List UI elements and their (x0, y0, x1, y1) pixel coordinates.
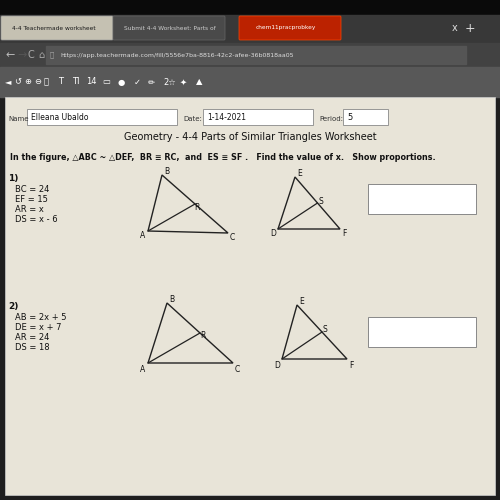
FancyBboxPatch shape (1, 16, 113, 40)
Text: EF = 15: EF = 15 (15, 194, 48, 203)
Text: TI: TI (72, 78, 80, 86)
Text: 1-14-2021: 1-14-2021 (207, 112, 246, 122)
Text: Submit 4-4 Worksheet: Parts of: Submit 4-4 Worksheet: Parts of (124, 26, 216, 30)
Text: S: S (322, 326, 328, 334)
Text: Period:: Period: (319, 116, 343, 122)
FancyBboxPatch shape (113, 16, 225, 40)
Text: DS = 18: DS = 18 (15, 342, 50, 351)
Text: chem11pracprobkey: chem11pracprobkey (256, 26, 316, 30)
Text: ↺: ↺ (14, 78, 21, 86)
Text: ←: ← (5, 50, 15, 60)
Text: Geometry - 4-4 Parts of Similar Triangles Worksheet: Geometry - 4-4 Parts of Similar Triangle… (124, 132, 376, 142)
Text: ✦: ✦ (180, 78, 187, 86)
Text: ▲: ▲ (196, 78, 202, 86)
Text: In the figure, △ABC ~ △DEF,  BR ≡ RC,  and  ES ≡ SF .   Find the value of x.   S: In the figure, △ABC ~ △DEF, BR ≡ RC, and… (10, 152, 436, 162)
Text: R: R (194, 202, 200, 211)
Text: F: F (349, 360, 353, 370)
Text: Name: Name (8, 116, 28, 122)
Text: DS = x - 6: DS = x - 6 (15, 214, 58, 224)
Bar (0, 43, 500, 67)
Text: →: → (17, 50, 26, 60)
Text: C: C (28, 50, 35, 60)
Text: 1): 1) (8, 174, 18, 184)
Text: 2☆: 2☆ (163, 78, 176, 86)
Bar (46, 46, 466, 64)
Bar (203, 109, 313, 125)
Text: AB = 2x + 5: AB = 2x + 5 (15, 312, 66, 322)
Text: Date:: Date: (183, 116, 202, 122)
Text: 5: 5 (347, 112, 352, 122)
Bar (0, 15, 500, 43)
Text: x: x (452, 23, 458, 33)
Text: AR = 24: AR = 24 (15, 332, 50, 342)
Text: E: E (297, 168, 302, 177)
Text: B: B (169, 294, 174, 304)
Text: D: D (270, 230, 276, 238)
Text: C: C (230, 232, 234, 241)
Text: 14: 14 (86, 78, 97, 86)
Text: 2): 2) (8, 302, 18, 312)
Text: https://app.teachermade.com/fill/5556e7ba-8816-42c2-afee-36b0818aa05: https://app.teachermade.com/fill/5556e7b… (60, 52, 294, 58)
Bar (0, 0, 500, 15)
Text: ▭: ▭ (102, 78, 110, 86)
Bar (5, 97, 495, 495)
Text: ✓: ✓ (134, 78, 141, 86)
Text: ✏: ✏ (148, 78, 155, 86)
Text: A: A (140, 232, 145, 240)
FancyBboxPatch shape (239, 16, 341, 40)
Text: B: B (164, 166, 169, 175)
Text: ⊖: ⊖ (34, 78, 41, 86)
Text: F: F (342, 228, 346, 237)
Text: E: E (299, 296, 304, 306)
Text: 🗑: 🗑 (44, 78, 49, 86)
Text: 4-4 Teachermade worksheet: 4-4 Teachermade worksheet (12, 26, 96, 30)
Text: ⊕: ⊕ (24, 78, 31, 86)
Bar (368, 184, 476, 214)
Text: +: + (464, 22, 475, 35)
Text: DE = x + 7: DE = x + 7 (15, 322, 62, 332)
Text: AR = x: AR = x (15, 204, 44, 214)
Text: 🔒: 🔒 (50, 52, 54, 59)
Text: C: C (234, 364, 240, 374)
Text: ⌂: ⌂ (38, 50, 44, 60)
Text: R: R (200, 330, 205, 340)
Text: S: S (318, 196, 323, 205)
Bar (343, 109, 388, 125)
Text: Elleana Ubaldo: Elleana Ubaldo (31, 112, 88, 122)
Text: ●: ● (118, 78, 125, 86)
Text: A: A (140, 364, 145, 374)
Text: ◄: ◄ (5, 78, 12, 86)
Bar (27, 109, 177, 125)
Text: T: T (58, 78, 63, 86)
Bar (368, 317, 476, 347)
Text: D: D (274, 360, 280, 370)
Text: BC = 24: BC = 24 (15, 184, 50, 194)
Bar (0, 67, 500, 97)
